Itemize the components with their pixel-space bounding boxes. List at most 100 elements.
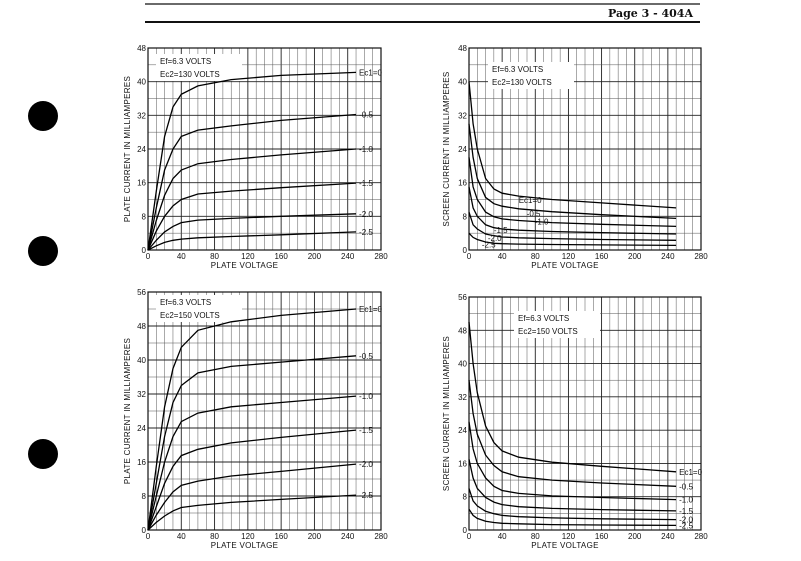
series-line [147,308,357,531]
series-label: -1.5 [359,179,373,188]
chart-1: 0 40 80 120 160 200 240 280 0 8 16 24 32 40 48 PLATE VO… [123,44,388,270]
series-label: Ec1=0 [679,468,702,477]
y-axis-label: SCREEN CURRENT IN MILLIAMPERES [442,71,451,226]
series-line [147,71,357,251]
y-axis-label: PLATE CURRENT IN MILLIAMPERES [123,338,132,484]
series-label: -2.0 [359,460,373,469]
x-tick-label: 240 [661,252,675,261]
series-line [468,508,677,527]
series-line [147,494,357,531]
series-label: Ec1=0 [359,305,382,314]
series-label: -1.0 [679,496,693,505]
condition-annotation: Ef=6.3 VOLTS [518,314,569,323]
x-axis-label: PLATE VOLTAGE [211,541,278,550]
series-line [468,157,677,228]
x-tick-label: 40 [498,532,507,541]
x-tick-label: 200 [308,532,322,541]
y-tick-label: 16 [137,179,146,188]
series-line [147,395,357,531]
y-tick-label: 32 [458,393,467,402]
series-label: -2.0 [488,234,502,243]
series-label: -2.5 [679,521,693,530]
y-axis-label: PLATE CURRENT IN MILLIAMPERES [123,76,132,222]
x-tick-label: 280 [374,252,388,261]
binder-hole [28,236,58,266]
series-line [468,81,677,209]
x-tick-label: 160 [595,252,609,261]
x-tick-label: 80 [210,532,219,541]
y-tick-label: 24 [137,424,146,433]
y-tick-label: 24 [458,145,467,154]
series-label: -0.5 [359,110,373,119]
series-line [147,429,357,531]
y-tick-label: 0 [463,526,468,535]
x-tick-label: 80 [531,252,540,261]
plot-frame [468,47,702,251]
x-tick-label: 120 [562,532,576,541]
condition-annotation: Ec2=130 VOLTS [160,70,220,79]
y-tick-label: 0 [463,246,468,255]
condition-annotation: Ec2=150 VOLTS [518,327,578,336]
y-tick-label: 48 [137,44,146,53]
series-line [147,463,357,531]
y-tick-label: 8 [463,493,468,502]
series-label: -0.5 [527,209,541,218]
series-line [147,182,357,251]
condition-annotation: Ef=6.3 VOLTS [160,57,211,66]
y-tick-label: 40 [137,78,146,87]
x-tick-label: 240 [341,252,355,261]
x-tick-label: 280 [374,532,388,541]
series-label: Ec1=0 [519,196,542,205]
y-tick-label: 48 [137,322,146,331]
y-tick-label: 8 [463,212,468,221]
y-tick-label: 40 [458,360,467,369]
series-line [468,321,677,473]
series-label: -2.5 [359,491,373,500]
x-tick-label: 160 [595,532,609,541]
binder-hole [28,101,58,131]
y-tick-label: 40 [137,356,146,365]
series-line [147,148,357,251]
y-tick-label: 48 [458,326,467,335]
condition-annotation: Ef=6.3 VOLTS [160,298,211,307]
x-tick-label: 120 [241,252,255,261]
x-tick-label: 160 [274,252,288,261]
x-tick-label: 0 [146,252,151,261]
condition-annotation: Ec2=150 VOLTS [160,311,220,320]
series-label: -0.5 [359,352,373,361]
series-line [147,231,357,251]
series-line [468,232,677,247]
series-line [468,380,677,487]
y-tick-label: 16 [458,179,467,188]
y-tick-label: 16 [458,459,467,468]
x-tick-label: 200 [308,252,322,261]
x-tick-label: 40 [177,532,186,541]
y-tick-label: 32 [458,111,467,120]
chart-3: 0 40 80 120 160 200 240 280 0 8 16 24 32 40 48 56 PLATE … [123,288,388,550]
conditions-box [156,295,242,322]
x-axis-label: PLATE VOLTAGE [531,261,598,270]
y-tick-label: 56 [458,293,467,302]
x-tick-label: 0 [467,532,472,541]
series-label: -1.0 [535,217,549,226]
y-tick-label: 56 [137,288,146,297]
y-tick-label: 0 [142,246,147,255]
series-label: -2.5 [482,241,496,250]
series-label: -1.0 [359,392,373,401]
condition-annotation: Ef=6.3 VOLTS [492,65,543,74]
y-tick-label: 32 [137,111,146,120]
x-tick-label: 80 [531,532,540,541]
series-label: -2.0 [679,516,693,525]
y-tick-label: 24 [458,426,467,435]
y-tick-label: 40 [458,78,467,87]
series-line [468,421,677,501]
y-axis-label: SCREEN CURRENT IN MILLIAMPERES [442,336,451,491]
series-label: -0.5 [679,482,693,491]
y-tick-label: 32 [137,390,146,399]
chart-4: 0 40 80 120 160 200 240 280 0 8 16 24 32 40 48 56 PLATE … [442,293,708,550]
series-label: -1.0 [359,145,373,154]
x-tick-label: 80 [210,252,219,261]
x-tick-label: 280 [694,532,708,541]
conditions-box [156,54,242,81]
x-tick-label: 200 [628,532,642,541]
